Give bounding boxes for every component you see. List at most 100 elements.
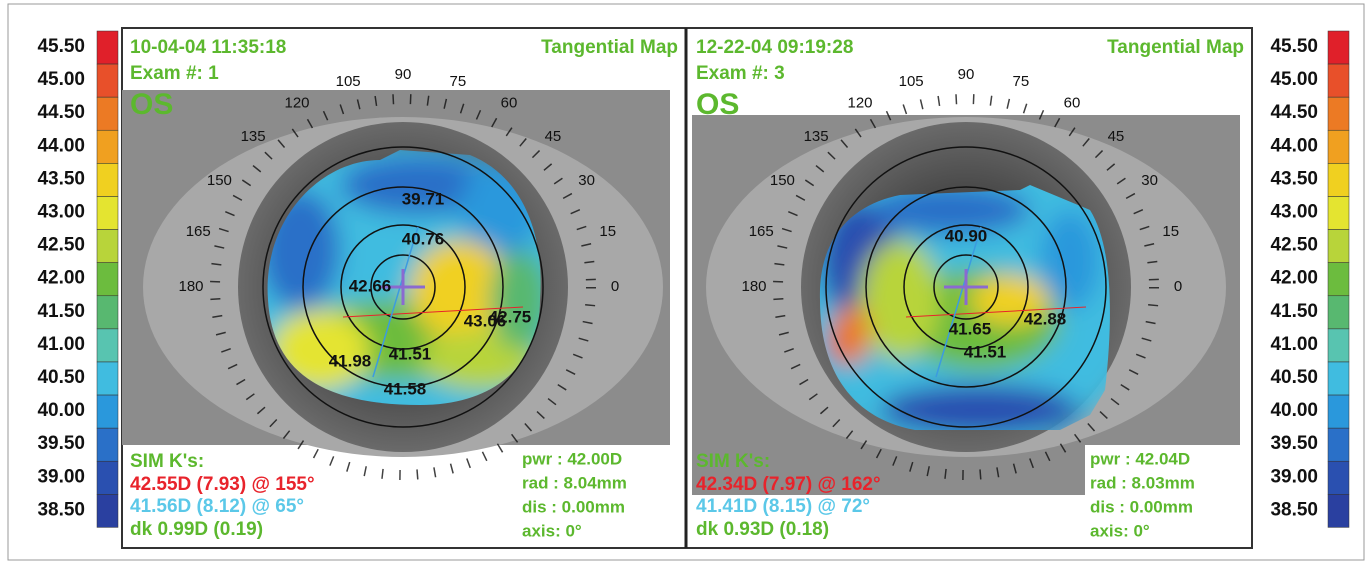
angle-label: 180 — [178, 278, 203, 295]
scale-swatch — [97, 329, 118, 362]
map-region — [834, 305, 870, 365]
scale-label: 39.00 — [1270, 466, 1318, 487]
map-reading: 41.65 — [949, 319, 992, 338]
info-line: dis : 0.00mm — [522, 497, 625, 516]
angle-label: 90 — [395, 66, 412, 83]
map-region — [880, 385, 1080, 435]
scale-swatch — [97, 230, 118, 263]
k-flat: 41.41D (8.15) @ 72° — [696, 496, 870, 517]
map-reading: 42.88 — [1024, 309, 1067, 328]
scale-label: 38.50 — [1270, 499, 1318, 520]
angle-label: 45 — [1108, 128, 1125, 145]
angle-label: 0 — [1174, 278, 1182, 295]
scale-label: 45.50 — [1270, 36, 1318, 57]
scale-label: 40.50 — [37, 367, 85, 388]
map-reading: 41.51 — [389, 344, 432, 363]
map-reading: 41.51 — [964, 342, 1007, 361]
scale-label: 38.50 — [37, 499, 85, 520]
scale-swatch — [1328, 494, 1349, 527]
scale-swatch — [97, 296, 118, 329]
info-line: axis: 0° — [1090, 521, 1150, 540]
scale-label: 41.50 — [1270, 301, 1318, 322]
angle-label: 15 — [599, 223, 616, 240]
scale-label: 42.00 — [1270, 268, 1318, 289]
scale-label: 39.00 — [37, 466, 85, 487]
scale-label: 39.50 — [37, 433, 85, 454]
scale-label: 45.00 — [1270, 69, 1318, 90]
info-line: rad : 8.04mm — [522, 473, 627, 492]
scale-swatch — [97, 395, 118, 428]
eye-label: OS — [696, 88, 739, 121]
angle-label: 105 — [336, 73, 361, 90]
page: {"scales": [ {"labels": ["45.50","45.00"… — [0, 0, 1372, 564]
scale-swatch — [97, 64, 118, 97]
angle-label: 135 — [804, 128, 829, 145]
scale-swatch — [1328, 130, 1349, 163]
scale-label: 45.50 — [37, 36, 85, 57]
angle-label: 60 — [1064, 94, 1081, 111]
info-line: dis : 0.00mm — [1090, 497, 1193, 516]
scale-label: 40.00 — [37, 400, 85, 421]
scale-swatch — [97, 31, 118, 64]
angle-label: 120 — [284, 94, 309, 111]
scale-swatch — [97, 197, 118, 230]
angle-label: 45 — [545, 128, 562, 145]
scale-label: 44.00 — [1270, 135, 1318, 156]
k-steep: 42.55D (7.93) @ 155° — [130, 474, 315, 495]
angle-label: 60 — [501, 94, 518, 111]
map-type: Tangential Map — [541, 37, 678, 58]
scale-label: 40.50 — [1270, 367, 1318, 388]
dk: dk 0.99D (0.19) — [130, 519, 263, 540]
map-reading: 40.76 — [402, 229, 445, 248]
scale-label: 41.50 — [37, 301, 85, 322]
angle-label: 120 — [847, 94, 872, 111]
scale-swatch — [1328, 461, 1349, 494]
angle-label: 165 — [749, 223, 774, 240]
map-reading: 39.71 — [402, 189, 445, 208]
angle-label: 135 — [241, 128, 266, 145]
scale-swatch — [97, 130, 118, 163]
angle-label: 150 — [770, 172, 795, 189]
exam-number: Exam #: 3 — [696, 63, 785, 84]
angle-label: 15 — [1162, 223, 1179, 240]
angle-label: 150 — [207, 172, 232, 189]
scale-label: 41.00 — [1270, 334, 1318, 355]
scale-label: 43.50 — [37, 168, 85, 189]
scale-swatch — [1328, 428, 1349, 461]
scale-label: 45.00 — [37, 69, 85, 90]
scale-swatch — [97, 362, 118, 395]
scale-swatch — [1328, 230, 1349, 263]
scale-swatch — [1328, 197, 1349, 230]
scale-label: 44.00 — [37, 135, 85, 156]
info-line: axis: 0° — [522, 521, 582, 540]
scale-swatch — [1328, 31, 1349, 64]
map-type: Tangential Map — [1107, 37, 1244, 58]
scale-swatch — [1328, 163, 1349, 196]
map-region — [860, 240, 940, 360]
scale-label: 40.00 — [1270, 400, 1318, 421]
k-flat: 41.56D (8.12) @ 65° — [130, 496, 304, 517]
angle-label: 180 — [741, 278, 766, 295]
scale-swatch — [97, 163, 118, 196]
scale-swatch — [1328, 329, 1349, 362]
scale-swatch — [1328, 296, 1349, 329]
angle-label: 165 — [186, 223, 211, 240]
eye-label: OS — [130, 88, 173, 121]
angle-label: 105 — [899, 73, 924, 90]
scale-swatch — [97, 461, 118, 494]
topography-screen: 45.5045.0044.5044.0043.5043.0042.5042.00… — [0, 0, 1372, 564]
scale-label: 42.50 — [1270, 235, 1318, 256]
scale-swatch — [97, 428, 118, 461]
info-line: pwr : 42.04D — [1090, 449, 1190, 468]
map-reading: 40.90 — [945, 226, 988, 245]
scale-swatch — [1328, 64, 1349, 97]
angle-label: 30 — [578, 172, 595, 189]
exam-date: 10-04-04 11:35:18 — [130, 37, 286, 58]
scale-label: 44.50 — [37, 102, 85, 123]
scale-swatch — [97, 263, 118, 296]
scale-swatch — [97, 494, 118, 527]
exam-number: Exam #: 1 — [130, 63, 219, 84]
scale-swatch — [1328, 395, 1349, 428]
angle-label: 75 — [1013, 73, 1030, 90]
simk-title: SIM K's: — [130, 451, 204, 472]
